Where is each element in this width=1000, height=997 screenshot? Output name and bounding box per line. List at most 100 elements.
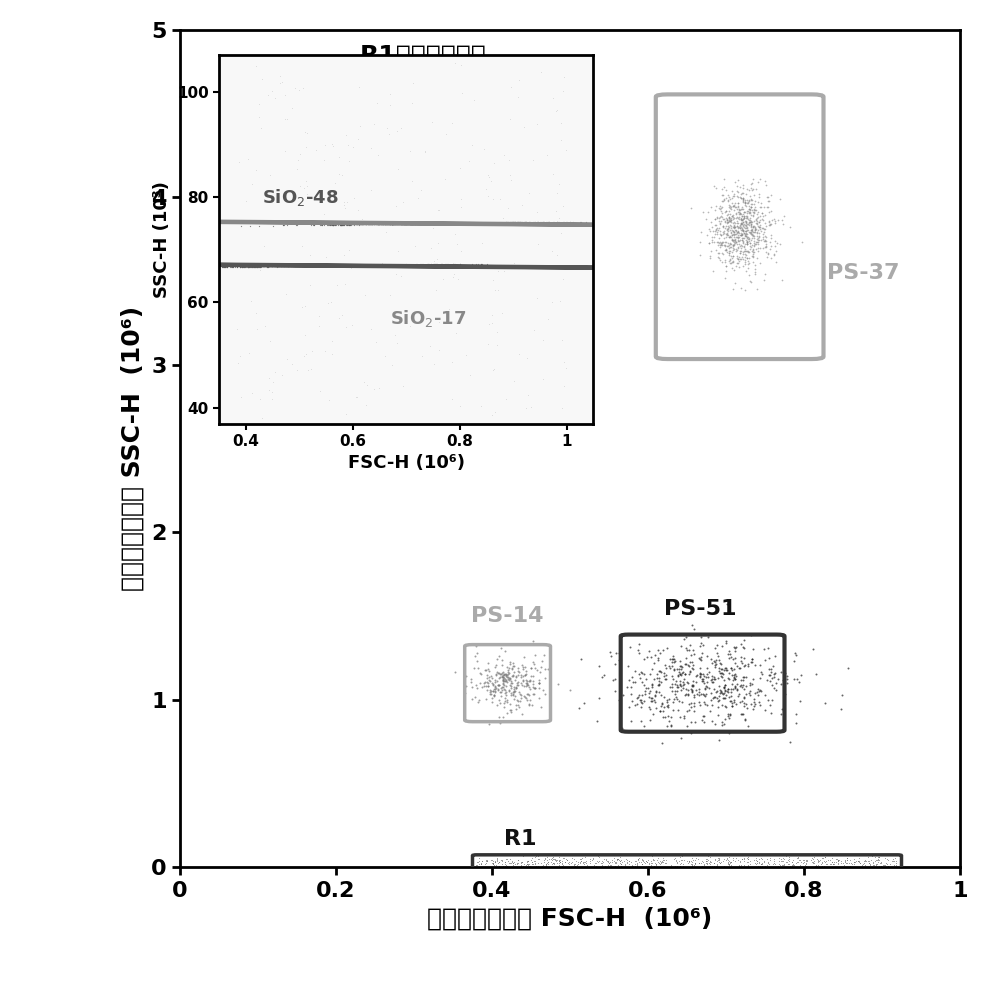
Point xyxy=(499,214,515,230)
Point xyxy=(765,658,781,674)
Point xyxy=(345,139,361,155)
Point xyxy=(750,234,766,250)
Point xyxy=(427,215,443,231)
Point xyxy=(735,706,751,722)
Point xyxy=(350,257,366,273)
Point xyxy=(724,222,740,238)
Point xyxy=(414,215,430,231)
Point xyxy=(551,853,567,869)
Point xyxy=(464,215,480,231)
Point xyxy=(450,215,466,231)
Point xyxy=(311,258,327,274)
Point xyxy=(666,654,682,670)
Point xyxy=(607,656,623,672)
Point xyxy=(346,216,362,232)
Point xyxy=(398,216,414,232)
Point xyxy=(380,216,396,232)
Point xyxy=(676,676,692,692)
Point xyxy=(746,186,762,202)
Point xyxy=(788,855,804,871)
Point xyxy=(427,215,443,231)
Point xyxy=(288,258,304,274)
Point xyxy=(298,258,314,274)
Point xyxy=(715,224,731,240)
Point xyxy=(711,210,727,226)
Point xyxy=(436,215,452,231)
Point xyxy=(434,215,450,231)
Point xyxy=(752,221,768,237)
Point xyxy=(687,714,703,730)
Point xyxy=(545,849,561,865)
Point xyxy=(712,855,728,871)
Point xyxy=(320,257,336,273)
Point xyxy=(487,214,503,230)
Point xyxy=(747,193,763,209)
Point xyxy=(343,216,359,232)
Point xyxy=(386,257,402,273)
Point xyxy=(722,238,738,254)
Point xyxy=(356,257,372,273)
Point xyxy=(707,211,723,227)
Point xyxy=(489,214,505,230)
Point xyxy=(754,205,770,221)
Point xyxy=(704,858,720,874)
Point xyxy=(433,256,449,272)
Point xyxy=(735,233,751,249)
Point xyxy=(495,664,511,680)
Point xyxy=(504,661,520,677)
Point xyxy=(491,214,507,230)
Point xyxy=(351,257,367,273)
Point xyxy=(672,666,688,682)
Point xyxy=(427,215,443,231)
Point xyxy=(655,854,671,870)
Point xyxy=(256,258,272,274)
Point xyxy=(738,228,754,244)
Point xyxy=(436,215,452,231)
Point xyxy=(678,650,694,666)
Point xyxy=(467,689,483,705)
Point xyxy=(739,229,755,245)
Point xyxy=(707,223,723,239)
Point xyxy=(307,258,323,274)
Point xyxy=(738,226,754,242)
Point xyxy=(329,257,345,273)
Point xyxy=(634,665,650,681)
Point xyxy=(363,321,379,337)
Point xyxy=(264,258,280,274)
Point xyxy=(735,193,751,209)
Point xyxy=(822,858,838,874)
Point xyxy=(593,213,609,229)
Point xyxy=(873,854,889,870)
Point xyxy=(364,257,380,273)
Point xyxy=(440,215,456,231)
Point xyxy=(657,855,673,871)
Point xyxy=(413,256,429,272)
Point xyxy=(655,703,671,719)
Point xyxy=(391,216,407,232)
Point xyxy=(740,851,756,867)
Point xyxy=(232,259,248,275)
Point xyxy=(716,857,732,873)
Point xyxy=(390,257,406,273)
Point xyxy=(497,690,513,706)
Point xyxy=(744,243,760,259)
Point xyxy=(703,672,719,688)
Point xyxy=(291,258,307,274)
Point xyxy=(365,257,381,273)
Point xyxy=(741,255,757,271)
Point xyxy=(577,849,593,865)
Point xyxy=(320,257,336,273)
Point xyxy=(223,259,239,275)
Point xyxy=(818,856,834,872)
Point xyxy=(499,669,515,685)
Point xyxy=(361,257,377,273)
Point xyxy=(515,672,531,688)
Point xyxy=(484,675,500,691)
Point xyxy=(641,643,657,659)
Point xyxy=(318,249,334,265)
Point xyxy=(650,652,666,668)
Point xyxy=(482,214,498,230)
Point xyxy=(389,335,405,351)
Point xyxy=(630,642,646,658)
Point xyxy=(457,686,473,702)
